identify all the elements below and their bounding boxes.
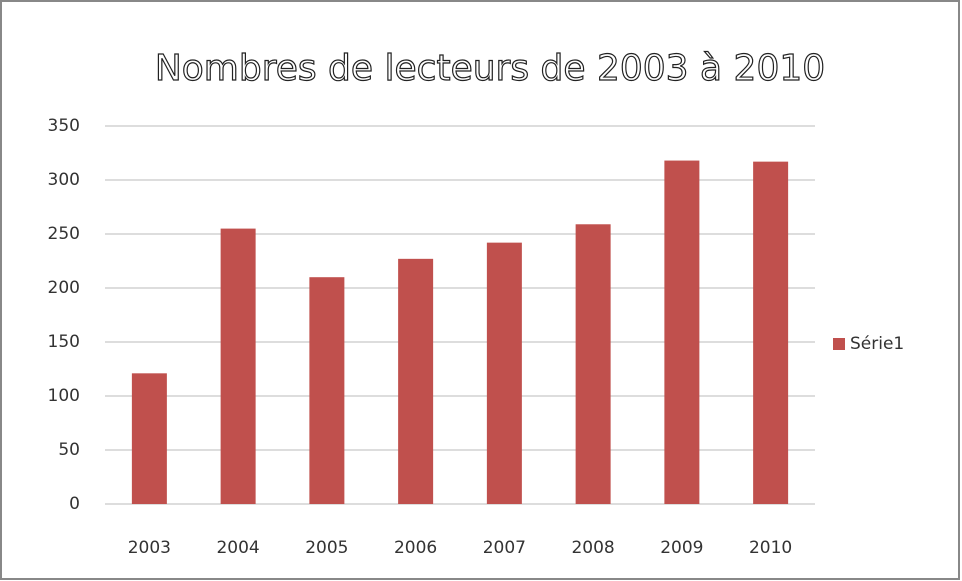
x-tick-label: 2008	[571, 538, 614, 558]
y-tick-label: 150	[48, 332, 80, 352]
bar	[486, 242, 522, 504]
x-tick-label: 2003	[128, 538, 171, 558]
y-tick-label: 350	[48, 116, 80, 136]
bar	[753, 161, 789, 504]
y-tick-label: 200	[48, 278, 80, 298]
chart-title: Nombres de lecteurs de 2003 à 2010	[155, 48, 825, 89]
legend-swatch	[833, 338, 845, 350]
y-tick-label: 250	[48, 224, 80, 244]
bar	[131, 373, 167, 504]
x-tick-label: 2009	[660, 538, 703, 558]
x-tick-label: 2004	[216, 538, 259, 558]
bar	[398, 258, 434, 504]
x-tick-label: 2006	[394, 538, 437, 558]
bar	[220, 228, 256, 504]
x-tick-label: 2005	[305, 538, 348, 558]
y-tick-label: 100	[48, 386, 80, 406]
y-tick-label: 300	[48, 170, 80, 190]
legend-label: Série1	[850, 334, 904, 354]
y-tick-label: 0	[69, 494, 80, 514]
y-tick-label: 50	[58, 440, 80, 460]
x-tick-label: 2007	[483, 538, 526, 558]
x-tick-label: 2010	[749, 538, 792, 558]
bar	[664, 160, 700, 504]
bar	[309, 277, 345, 504]
bar	[575, 224, 611, 504]
